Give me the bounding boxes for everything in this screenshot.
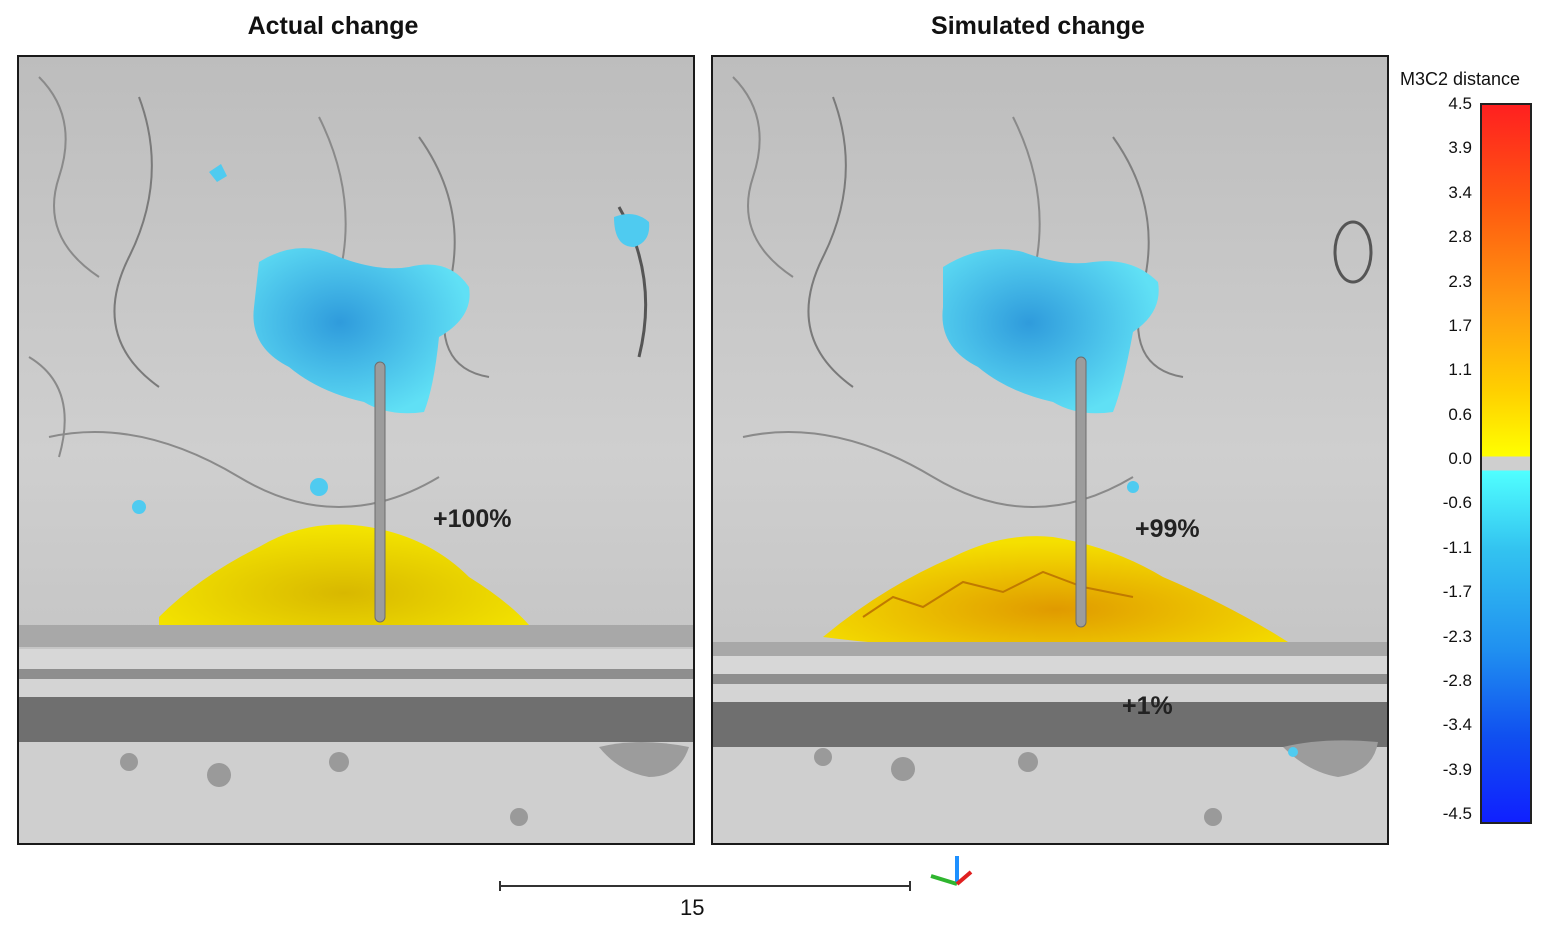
colorbar-tick-label: 4.5: [1448, 94, 1472, 113]
colorbar-tick-label: 2.3: [1448, 271, 1472, 291]
colorbar-tick-label: -2.8: [1442, 670, 1472, 690]
colorbar-tick-label: -1.1: [1442, 537, 1472, 557]
simulated-change-panel: [711, 55, 1389, 845]
colorbar-tick-label: 3.4: [1448, 182, 1472, 202]
colorbar-tick-label: -3.9: [1442, 759, 1472, 779]
colorbar-tick-label: -2.3: [1442, 626, 1472, 646]
colorbar-tick-label: -1.7: [1442, 582, 1472, 602]
scale-bar-label: 15: [680, 895, 705, 920]
colorbar-tick-label: 1.7: [1448, 315, 1472, 335]
panel-title-actual: Actual change: [247, 12, 419, 40]
colorbar-title: M3C2 distance: [1400, 69, 1521, 89]
panel-title-simulated: Simulated change: [931, 12, 1145, 40]
annotation-actual-deposit: +100%: [433, 505, 512, 533]
colorbar-tick-label: -4.5: [1442, 804, 1472, 823]
colorbar-tick-label: 2.8: [1448, 227, 1472, 247]
axis-triad-icon: [930, 856, 973, 886]
colorbar-tick-label: 1.1: [1448, 360, 1472, 380]
actual-change-panel: [17, 55, 695, 845]
colorbar-tick-label: -3.4: [1442, 715, 1472, 735]
colorbar-tick-label: 3.9: [1448, 138, 1472, 158]
colorbar-tick-label: 0.0: [1448, 449, 1472, 468]
scale-bar: [499, 881, 911, 891]
colorbar: [1480, 103, 1532, 824]
colorbar-tick-label: -0.6: [1442, 493, 1472, 513]
annotation-simulated-ledge: +1%: [1122, 692, 1173, 720]
colorbar-tick-label: 0.6: [1448, 404, 1472, 424]
annotation-simulated-deposit: +99%: [1135, 515, 1200, 543]
